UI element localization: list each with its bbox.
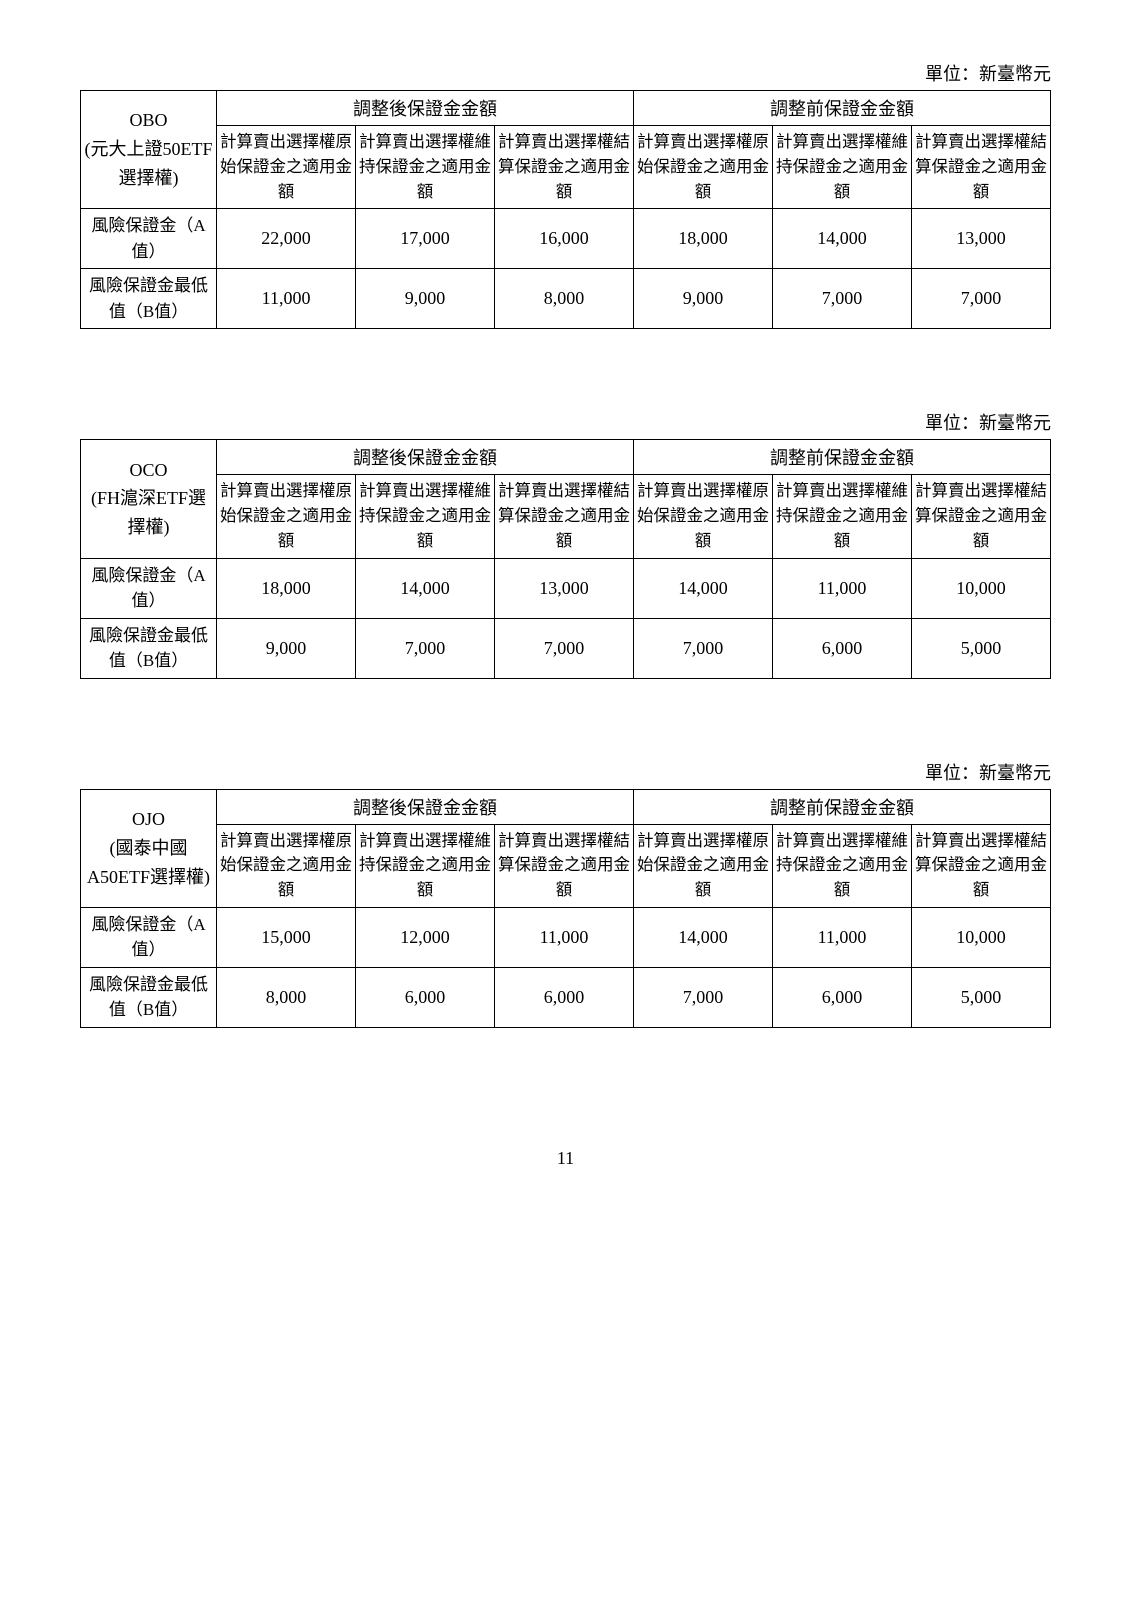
- cell: 18,000: [634, 209, 773, 269]
- cell: 11,000: [495, 907, 634, 967]
- margin-table-1: OCO(FH滬深ETF選擇權) 調整後保證金金額 調整前保證金金額 計算賣出選擇…: [80, 439, 1051, 678]
- page-number: 11: [80, 1148, 1051, 1169]
- row-label-b: 風險保證金最低值（B值）: [81, 967, 217, 1027]
- cell: 7,000: [495, 618, 634, 678]
- cell: 6,000: [495, 967, 634, 1027]
- cell: 7,000: [356, 618, 495, 678]
- cell: 7,000: [911, 269, 1050, 329]
- cell: 13,000: [495, 558, 634, 618]
- col-header: 計算賣出選擇權原始保證金之適用金額: [217, 475, 356, 558]
- table-block-1: 單位：新臺幣元 OCO(FH滬深ETF選擇權) 調整後保證金金額 調整前保證金金…: [80, 409, 1051, 678]
- margin-table-2: OJO(國泰中國A50ETF選擇權) 調整後保證金金額 調整前保證金金額 計算賣…: [80, 789, 1051, 1028]
- col-header: 計算賣出選擇權維持保證金之適用金額: [356, 824, 495, 907]
- margin-table-0: OBO(元大上證50ETF選擇權) 調整後保證金金額 調整前保證金金額 計算賣出…: [80, 90, 1051, 329]
- cell: 14,000: [356, 558, 495, 618]
- col-header: 計算賣出選擇權維持保證金之適用金額: [773, 126, 912, 209]
- cell: 5,000: [911, 618, 1050, 678]
- cell: 18,000: [217, 558, 356, 618]
- cell: 11,000: [773, 558, 912, 618]
- col-header: 計算賣出選擇權結算保證金之適用金額: [495, 126, 634, 209]
- cell: 14,000: [634, 558, 773, 618]
- table-block-0: 單位：新臺幣元 OBO(元大上證50ETF選擇權) 調整後保證金金額 調整前保證…: [80, 60, 1051, 329]
- cell: 14,000: [773, 209, 912, 269]
- cell: 13,000: [911, 209, 1050, 269]
- row-label-a: 風險保證金（A值）: [81, 558, 217, 618]
- col-header: 計算賣出選擇權結算保證金之適用金額: [911, 475, 1050, 558]
- group-before: 調整前保證金金額: [634, 789, 1051, 824]
- cell: 9,000: [634, 269, 773, 329]
- col-header: 計算賣出選擇權維持保證金之適用金額: [356, 126, 495, 209]
- col-header: 計算賣出選擇權結算保證金之適用金額: [911, 824, 1050, 907]
- cell: 8,000: [217, 967, 356, 1027]
- group-after: 調整後保證金金額: [217, 91, 634, 126]
- row-label-b: 風險保證金最低值（B值）: [81, 618, 217, 678]
- cell: 6,000: [356, 967, 495, 1027]
- group-after: 調整後保證金金額: [217, 440, 634, 475]
- cell: 10,000: [911, 907, 1050, 967]
- col-header: 計算賣出選擇權維持保證金之適用金額: [773, 475, 912, 558]
- col-header: 計算賣出選擇權結算保證金之適用金額: [911, 126, 1050, 209]
- cell: 17,000: [356, 209, 495, 269]
- cell: 6,000: [773, 967, 912, 1027]
- table-block-2: 單位：新臺幣元 OJO(國泰中國A50ETF選擇權) 調整後保證金金額 調整前保…: [80, 759, 1051, 1028]
- cell: 9,000: [217, 618, 356, 678]
- unit-label: 單位：新臺幣元: [80, 759, 1051, 785]
- col-header: 計算賣出選擇權結算保證金之適用金額: [495, 824, 634, 907]
- cell: 10,000: [911, 558, 1050, 618]
- group-before: 調整前保證金金額: [634, 440, 1051, 475]
- product-label: OBO(元大上證50ETF選擇權): [81, 91, 217, 209]
- unit-label: 單位：新臺幣元: [80, 409, 1051, 435]
- product-label: OJO(國泰中國A50ETF選擇權): [81, 789, 217, 907]
- cell: 11,000: [773, 907, 912, 967]
- cell: 5,000: [911, 967, 1050, 1027]
- row-label-a: 風險保證金（A值）: [81, 907, 217, 967]
- cell: 12,000: [356, 907, 495, 967]
- unit-label: 單位：新臺幣元: [80, 60, 1051, 86]
- cell: 8,000: [495, 269, 634, 329]
- col-header: 計算賣出選擇權結算保證金之適用金額: [495, 475, 634, 558]
- col-header: 計算賣出選擇權原始保證金之適用金額: [634, 824, 773, 907]
- cell: 11,000: [217, 269, 356, 329]
- cell: 9,000: [356, 269, 495, 329]
- col-header: 計算賣出選擇權原始保證金之適用金額: [217, 824, 356, 907]
- cell: 6,000: [773, 618, 912, 678]
- col-header: 計算賣出選擇權原始保證金之適用金額: [634, 126, 773, 209]
- product-label: OCO(FH滬深ETF選擇權): [81, 440, 217, 558]
- cell: 7,000: [773, 269, 912, 329]
- group-before: 調整前保證金金額: [634, 91, 1051, 126]
- cell: 15,000: [217, 907, 356, 967]
- col-header: 計算賣出選擇權維持保證金之適用金額: [356, 475, 495, 558]
- col-header: 計算賣出選擇權維持保證金之適用金額: [773, 824, 912, 907]
- row-label-b: 風險保證金最低值（B值）: [81, 269, 217, 329]
- cell: 7,000: [634, 967, 773, 1027]
- cell: 14,000: [634, 907, 773, 967]
- group-after: 調整後保證金金額: [217, 789, 634, 824]
- cell: 16,000: [495, 209, 634, 269]
- cell: 7,000: [634, 618, 773, 678]
- row-label-a: 風險保證金（A值）: [81, 209, 217, 269]
- col-header: 計算賣出選擇權原始保證金之適用金額: [217, 126, 356, 209]
- cell: 22,000: [217, 209, 356, 269]
- col-header: 計算賣出選擇權原始保證金之適用金額: [634, 475, 773, 558]
